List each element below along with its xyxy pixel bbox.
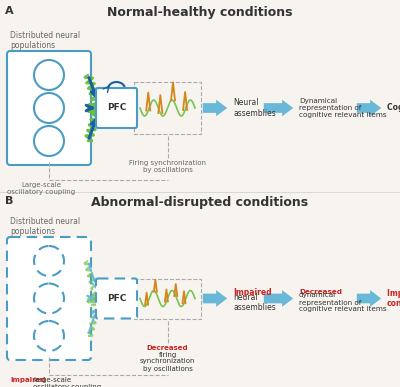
- FancyBboxPatch shape: [96, 88, 137, 128]
- Circle shape: [34, 246, 64, 276]
- Circle shape: [34, 126, 64, 156]
- Text: Large-scale
oscillatory coupling: Large-scale oscillatory coupling: [7, 182, 75, 195]
- Text: Normal-healthy conditions: Normal-healthy conditions: [107, 6, 293, 19]
- FancyBboxPatch shape: [96, 279, 137, 319]
- Text: A: A: [5, 6, 14, 16]
- Text: firing
synchronization
by oscillations: firing synchronization by oscillations: [140, 351, 195, 372]
- Text: Impaired cognitive
control: Impaired cognitive control: [387, 289, 400, 308]
- Text: neural
assemblies: neural assemblies: [233, 293, 276, 312]
- Text: Abnormal-disrupted conditions: Abnormal-disrupted conditions: [92, 196, 308, 209]
- Circle shape: [34, 93, 64, 123]
- Bar: [134, 279, 201, 319]
- FancyBboxPatch shape: [7, 237, 91, 360]
- Text: Distributed neural
populations: Distributed neural populations: [10, 31, 80, 50]
- Text: dynamical
representation of
cognitive relevant items: dynamical representation of cognitive re…: [299, 293, 387, 312]
- Text: Firing synchronization
by oscillations: Firing synchronization by oscillations: [129, 160, 206, 173]
- Text: Decreased: Decreased: [299, 289, 342, 296]
- Circle shape: [34, 284, 64, 313]
- Text: Cognitive control: Cognitive control: [387, 103, 400, 113]
- Bar: [134, 82, 201, 134]
- FancyBboxPatch shape: [7, 51, 91, 165]
- Circle shape: [34, 321, 64, 351]
- Text: B: B: [5, 196, 13, 206]
- Text: Distributed neural
populations: Distributed neural populations: [10, 217, 80, 236]
- Text: PFC: PFC: [107, 294, 126, 303]
- Text: Impaired: Impaired: [10, 377, 46, 383]
- Text: PFC: PFC: [107, 103, 126, 113]
- Text: Decreased: Decreased: [147, 344, 188, 351]
- Circle shape: [34, 60, 64, 90]
- Text: Impaired: Impaired: [233, 288, 272, 297]
- Text: Neural
assemblies: Neural assemblies: [233, 98, 276, 118]
- Text: Dynamical
representation of
cognitive relevant items: Dynamical representation of cognitive re…: [299, 98, 387, 118]
- Text: large-scale
oscillatory coupling: large-scale oscillatory coupling: [33, 377, 101, 387]
